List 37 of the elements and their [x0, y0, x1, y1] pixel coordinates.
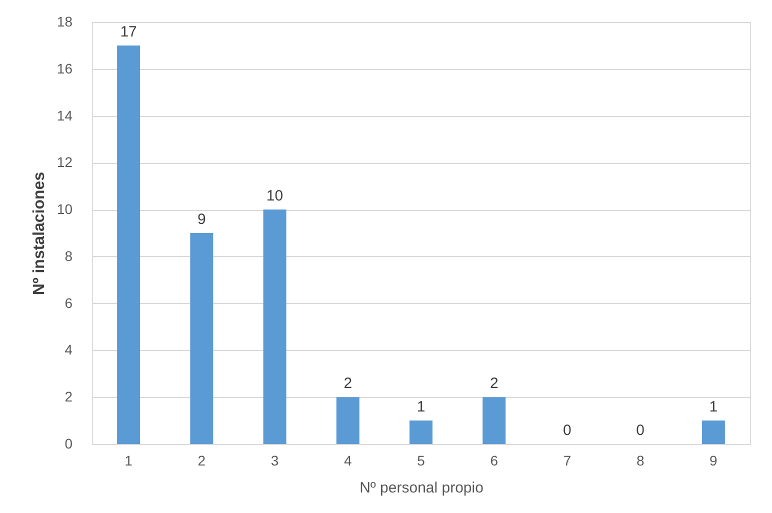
- x-tick-label: 3: [270, 452, 279, 468]
- bar: [336, 397, 360, 444]
- x-tick-label: 4: [344, 452, 352, 468]
- data-label: 1: [709, 398, 718, 416]
- data-label: 0: [563, 422, 572, 439]
- x-tick-label: 7: [563, 452, 572, 468]
- y-tick-label: 0: [64, 436, 73, 452]
- y-tick-label: 8: [64, 248, 73, 264]
- x-tick-label: 9: [710, 452, 718, 468]
- data-label: 0: [636, 422, 645, 439]
- data-label: 10: [266, 188, 284, 205]
- y-tick-label: 18: [56, 14, 73, 30]
- x-tick-label: 5: [417, 452, 426, 468]
- y-tick-label: 10: [56, 201, 73, 218]
- x-axis-title: Nº personal propio: [360, 480, 484, 496]
- y-tick-label: 14: [56, 107, 73, 124]
- x-tick-label: 8: [636, 452, 644, 468]
- data-label: 17: [120, 23, 137, 40]
- bar: [263, 210, 286, 444]
- bar: [482, 397, 506, 444]
- data-label: 2: [490, 375, 498, 392]
- y-tick-label: 4: [64, 342, 73, 358]
- bar: [410, 420, 432, 444]
- data-label: 9: [197, 211, 206, 228]
- y-tick-label: 16: [56, 60, 73, 76]
- bar: [117, 45, 140, 444]
- x-tick-label: 6: [490, 452, 498, 468]
- y-tick-label: 12: [56, 154, 73, 170]
- data-label: 2: [344, 375, 352, 392]
- x-tick-label: 2: [198, 452, 206, 468]
- y-tick-label: 6: [64, 294, 73, 311]
- y-tick-label: 2: [64, 388, 73, 405]
- data-label: 1: [416, 398, 426, 416]
- bar: [702, 420, 725, 444]
- bar: [190, 233, 214, 444]
- x-tick-label: 1: [124, 452, 133, 468]
- y-axis-title: Nº instalaciones: [30, 172, 48, 296]
